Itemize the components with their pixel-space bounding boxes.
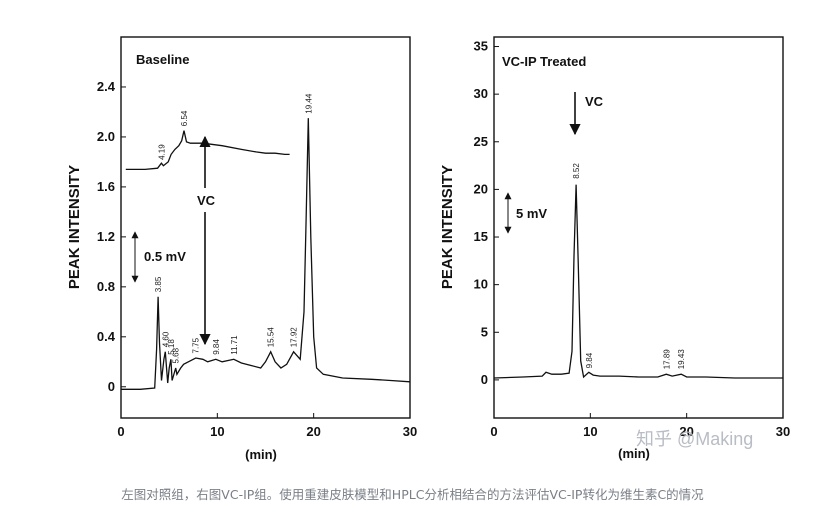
y-tick-label: 10 [474,277,488,292]
x-tick-label: 0 [490,424,497,439]
baseline-x-ticks: 0 10 20 30 [117,413,417,439]
peak-label: 3.85 [154,276,163,292]
peak-label: 6.54 [180,110,189,126]
y-tick-label: 5 [481,324,488,339]
baseline-trace [121,118,411,390]
vcip-trace [493,184,783,379]
peak-label: 5.18 [167,339,176,355]
peak-label: 19.43 [677,349,686,370]
y-tick-label: 25 [474,134,488,149]
vcip-x-axis-label: (min) [618,446,650,461]
vcip-chart: 0 5 10 15 20 25 30 35 0 10 20 30 VC-IP Treated PEA… [439,36,790,461]
baseline-title: Baseline [136,52,189,67]
y-tick-label: 2.4 [97,79,116,94]
x-tick-label: 20 [679,424,693,439]
x-tick-label: 30 [403,424,417,439]
y-tick-label: 35 [474,39,488,54]
peak-label: 15.54 [267,327,276,348]
baseline-vc-label: VC [197,193,216,208]
baseline-y-ticks: 0 0.4 0.8 1.2 1.6 2.0 2.4 [97,79,126,394]
baseline-x-axis-label: (min) [245,447,277,462]
peak-label: 5.68 [172,347,181,363]
baseline-plot-frame [120,36,411,419]
y-tick-label: 0 [481,372,488,387]
y-tick-label: 0.4 [97,329,116,344]
peak-label: 17.89 [662,349,671,370]
peak-label: 4.19 [157,144,166,160]
y-tick-label: 2.0 [97,129,115,144]
peak-label: 9.84 [585,352,594,368]
baseline-y-axis-label: PEAK INTENSITY [66,165,83,289]
y-tick-label: 1.2 [97,229,115,244]
vcip-title: VC-IP Treated [502,54,586,69]
peak-label: 4.60 [161,331,170,347]
vcip-peak-labels: 8.52 9.84 17.89 19.43 [572,163,686,370]
vcip-x-ticks: 0 10 20 30 [490,413,790,439]
x-tick-label: 30 [776,424,790,439]
x-tick-label: 10 [583,424,597,439]
y-tick-label: 20 [474,181,488,196]
x-tick-label: 0 [117,424,124,439]
peak-label: 9.84 [212,339,221,355]
y-tick-label: 0.8 [97,279,115,294]
baseline-peak-labels: 4.19 6.54 3.85 4.605.185.68 7.75 9.84 11.71 15.… [154,93,313,363]
peak-label: 11.71 [230,335,239,355]
peak-label: 8.52 [572,163,581,179]
baseline-chart: 0 0.4 0.8 1.2 1.6 2.0 2.4 0 10 20 30 Baseline PEA… [66,36,417,462]
peak-label: 19.44 [304,93,313,114]
peak-label: 17.92 [290,327,299,348]
vcip-scale-bar-label: 5 mV [516,206,547,221]
x-tick-label: 20 [306,424,320,439]
vcip-y-axis-label: PEAK INTENSITY [439,165,456,289]
baseline-scale-bar-label: 0.5 mV [144,249,186,264]
chromatogram-figure: 0 0.4 0.8 1.2 1.6 2.0 2.4 0 10 20 30 Baseline PEA… [66,36,790,462]
y-tick-label: 1.6 [97,179,115,194]
peak-label: 7.75 [192,337,201,353]
y-tick-label: 0 [108,379,115,394]
figure-caption: 左图对照组，右图VC-IP组。使用重建皮肤模型和HPLC分析相结合的方法评估VC… [121,487,704,502]
x-tick-label: 10 [210,424,224,439]
zhihu-watermark: 知乎 @Making [636,429,753,449]
vcip-plot-frame [493,36,784,419]
vcip-y-ticks: 0 5 10 15 20 25 30 35 [474,39,499,387]
y-tick-label: 30 [474,86,488,101]
y-tick-label: 15 [474,229,488,244]
vcip-vc-label: VC [585,94,604,109]
baseline-inset-trace [125,130,290,171]
